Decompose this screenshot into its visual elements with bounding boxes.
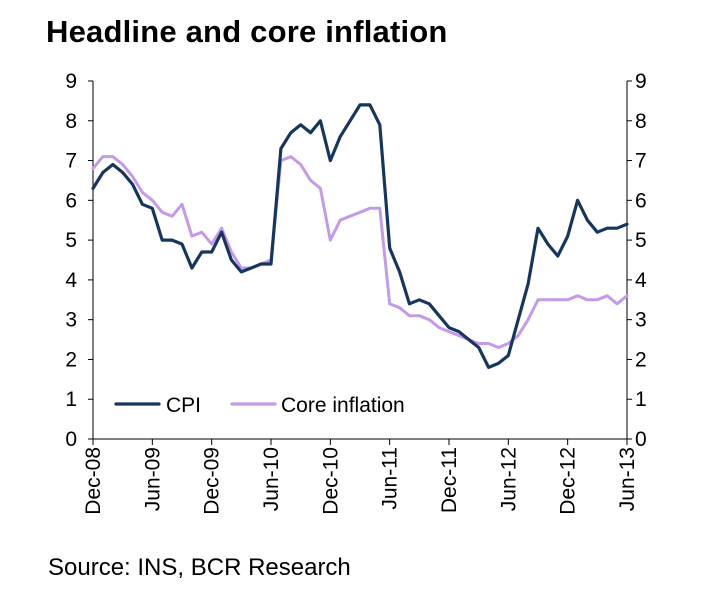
x-tick-label: Dec-11 [438,447,461,513]
y-tick-label-right: 0 [635,428,647,451]
x-tick-label: Jun-12 [497,447,520,511]
y-tick-label-left: 4 [65,269,77,292]
x-tick-label: Jun-13 [616,447,639,511]
y-tick-label-right: 7 [635,150,647,173]
y-tick-label-right: 5 [635,229,647,252]
y-tick-label-right: 3 [635,309,647,332]
x-tick-label: Dec-10 [319,447,342,515]
y-tick-label-right: 2 [635,348,647,371]
y-tick-label-left: 9 [65,70,77,93]
y-tick-label-left: 8 [65,110,77,133]
series-lines [91,103,629,369]
legend-label-core-inflation: Core inflation [281,394,405,417]
chart-source: Source: INS, BCR Research [48,554,351,581]
x-tick-label: Dec-09 [201,447,224,515]
x-tick-label: Jun-11 [379,447,402,510]
x-tick-label: Dec-12 [557,447,580,515]
y-tick-label-left: 0 [65,428,77,451]
legend-label-cpi: CPI [166,394,201,417]
y-tick-label-left: 3 [65,309,77,332]
series-line-core-inflation [91,155,629,349]
x-tick-label: Jun-10 [260,447,283,511]
y-tick-label-left: 2 [65,348,77,371]
x-tick-label: Jun-09 [141,447,164,511]
tick-labels: 0 1 2 3 4 5 6 7 8 9 0 1 2 3 4 5 6 7 8 9 Dec-08 Jun-09 Dec-09 Ju… [65,70,647,515]
y-tick-label-left: 6 [65,189,77,212]
y-tick-label-left: 1 [65,388,77,411]
series-line-cpi [91,103,629,369]
y-tick-label-right: 4 [635,269,647,292]
y-tick-label-left: 7 [65,150,77,173]
x-tick-label: Dec-08 [82,447,105,515]
chart-title: Headline and core inflation [46,14,448,49]
y-tick-label-left: 5 [65,229,77,252]
y-tick-label-right: 6 [635,189,647,212]
y-tick-label-right: 1 [635,388,647,411]
y-tick-label-right: 8 [635,110,647,133]
axes [88,80,632,445]
y-tick-label-right: 9 [635,70,647,93]
legend: CPI Core inflation [114,394,405,417]
